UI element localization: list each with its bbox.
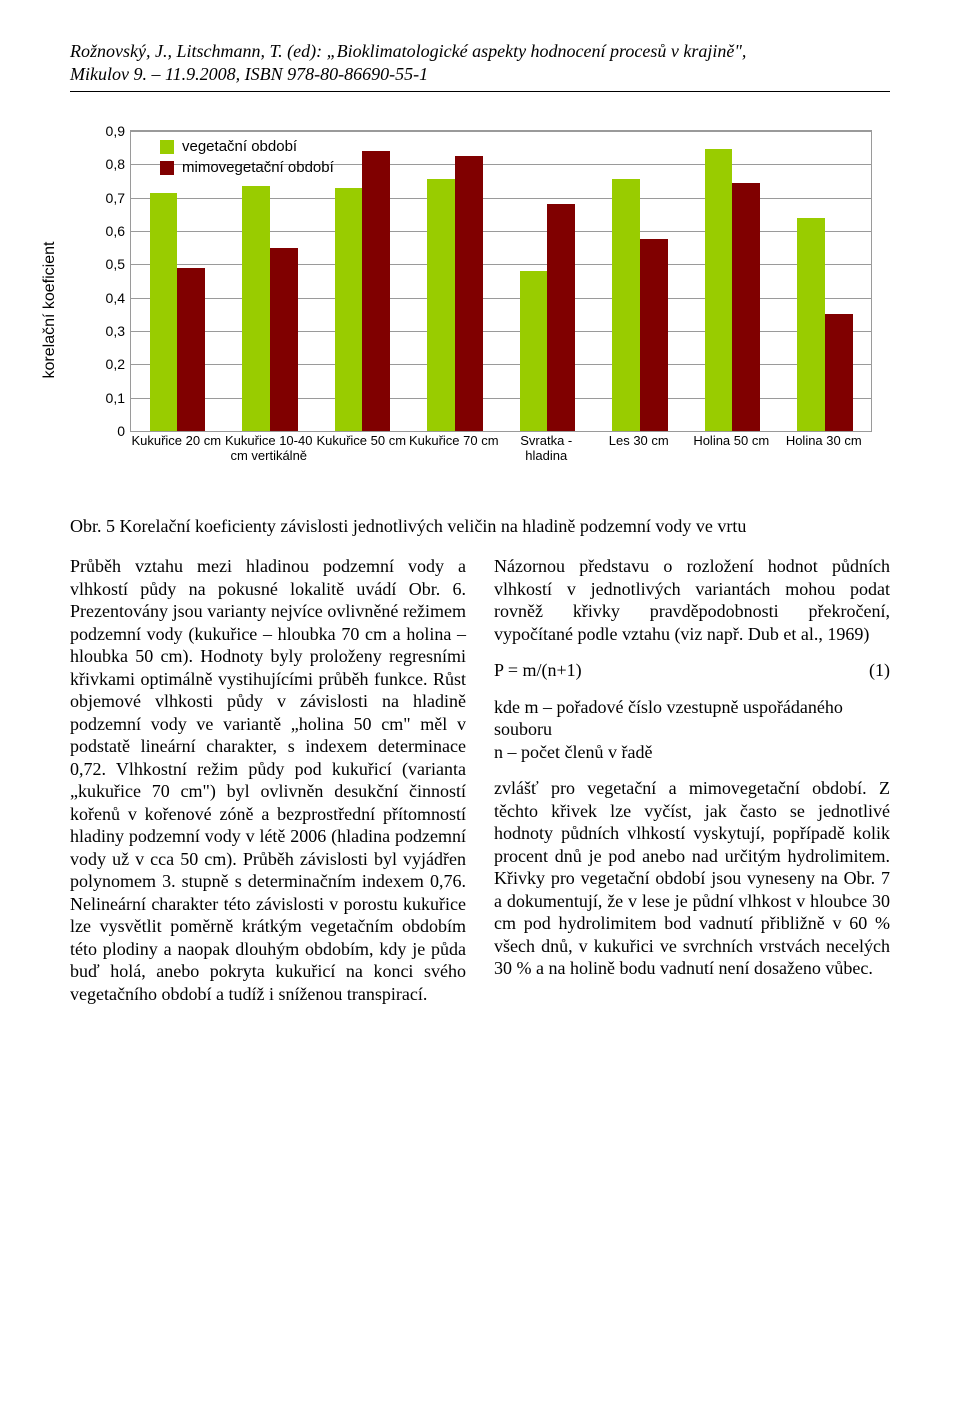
bar [362,151,390,431]
y-tick-label: 0 [91,423,125,439]
y-tick-label: 0,6 [91,223,125,239]
x-tick-label: Svratka - hladina [501,434,591,464]
x-tick-label: Kukuřice 20 cm [131,434,221,449]
legend-swatch-veg [160,140,174,154]
gridline [131,131,871,132]
y-tick-label: 0,9 [91,123,125,139]
body-col-right: Názornou představu o rozložení hodnot pů… [494,555,890,1005]
x-tick-label: Les 30 cm [594,434,684,449]
y-tick-label: 0,7 [91,190,125,206]
bar [335,188,363,431]
body-col-left: Průběh vztahu mezi hladinou podzemní vod… [70,555,466,1005]
body-right-para-3: zvlášť pro vegetační a mimovegetační obd… [494,777,890,980]
bar [177,268,205,431]
header-rule [70,91,890,92]
bar [270,248,298,431]
formula-number: (1) [869,659,890,682]
bar [797,218,825,431]
y-tick-label: 0,5 [91,256,125,272]
bar [427,179,455,431]
x-tick-label: Kukuřice 70 cm [409,434,499,449]
bar [825,314,853,431]
legend-item-mimo: mimovegetační období [160,159,334,176]
bar [150,193,178,431]
correlation-bar-chart: korelační koeficient 00,10,20,30,40,50,6… [80,120,880,500]
x-tick-label: Holina 50 cm [686,434,776,449]
bar [242,186,270,431]
y-tick-label: 0,4 [91,290,125,306]
body-right-where-m: kde m – pořadové číslo vzestupně uspořád… [494,696,890,741]
bar [705,149,733,431]
body-right-para-1: Názornou představu o rozložení hodnot pů… [494,555,890,645]
y-tick-label: 0,1 [91,390,125,406]
x-tick-label: Kukuřice 50 cm [316,434,406,449]
y-axis-title: korelační koeficient [41,242,59,379]
y-tick-label: 0,2 [91,356,125,372]
y-tick-label: 0,8 [91,156,125,172]
bar [455,156,483,431]
header-line-1: Rožnovský, J., Litschmann, T. (ed): „Bio… [70,40,890,63]
x-tick-label: Holina 30 cm [779,434,869,449]
bar [612,179,640,431]
bar [732,183,760,431]
header-line-2: Mikulov 9. – 11.9.2008, ISBN 978-80-8669… [70,63,890,86]
body-left-para: Průběh vztahu mezi hladinou podzemní vod… [70,555,466,1005]
formula-row: P = m/(n+1) (1) [494,659,890,682]
body-columns: Průběh vztahu mezi hladinou podzemní vod… [70,555,890,1005]
bar [547,204,575,431]
bar [640,239,668,431]
legend-item-veg: vegetační období [160,138,334,155]
figure-caption: Obr. 5 Korelační koeficienty závislosti … [70,516,890,537]
legend-swatch-mimo [160,161,174,175]
legend-label-mimo: mimovegetační období [182,159,334,176]
body-right-where-n: n – počet členů v řadě [494,741,890,764]
bar [520,271,548,431]
x-tick-label: Kukuřice 10-40 cm vertikálně [224,434,314,464]
formula: P = m/(n+1) [494,659,582,682]
legend-label-veg: vegetační období [182,138,297,155]
chart-legend: vegetační období mimovegetační období [160,138,334,180]
y-tick-label: 0,3 [91,323,125,339]
